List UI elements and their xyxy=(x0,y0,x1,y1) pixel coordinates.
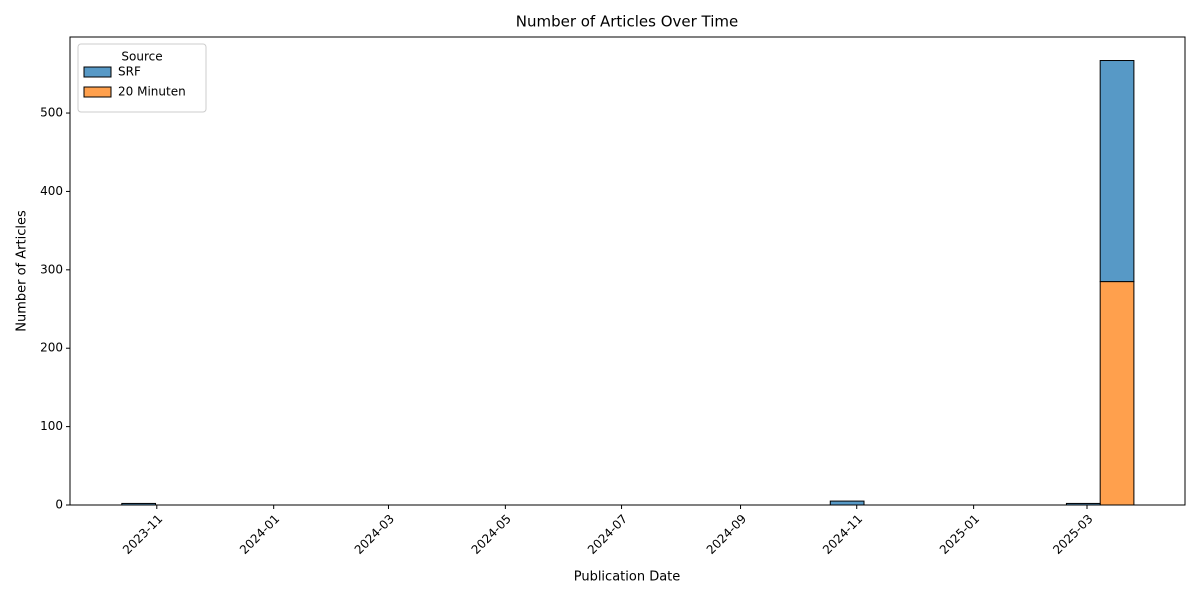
legend-label: 20 Minuten xyxy=(118,85,186,99)
y-tick-label: 200 xyxy=(40,341,63,355)
legend-title: Source xyxy=(121,50,162,64)
bar xyxy=(1099,281,1135,506)
chart-title: Number of Articles Over Time xyxy=(516,13,739,31)
bar xyxy=(1099,60,1135,283)
legend-swatch xyxy=(83,86,112,98)
x-tick-label: 2023-11 xyxy=(120,512,165,557)
y-tick-label: 100 xyxy=(40,419,63,433)
x-tick-label: 2025-01 xyxy=(937,512,982,557)
y-axis-label: Number of Articles xyxy=(15,210,30,332)
x-tick-label: 2024-09 xyxy=(704,512,749,557)
x-tick-label: 2024-03 xyxy=(352,512,397,557)
y-tick-label: 400 xyxy=(40,184,63,198)
x-axis-label: Publication Date xyxy=(574,570,681,585)
x-tick-label: 2024-11 xyxy=(820,512,865,557)
y-tick-label: 500 xyxy=(40,106,63,120)
bar xyxy=(829,500,865,506)
x-tick-label: 2024-01 xyxy=(237,512,282,557)
plot-frame xyxy=(69,36,1186,506)
x-tick-label: 2024-05 xyxy=(469,512,514,557)
x-tick-label: 2025-03 xyxy=(1050,512,1095,557)
legend-swatch xyxy=(83,66,112,78)
x-tick-label: 2024-07 xyxy=(585,512,630,557)
y-tick-label: 0 xyxy=(55,498,63,512)
y-tick-label: 300 xyxy=(40,262,63,276)
legend-label: SRF xyxy=(118,65,141,79)
